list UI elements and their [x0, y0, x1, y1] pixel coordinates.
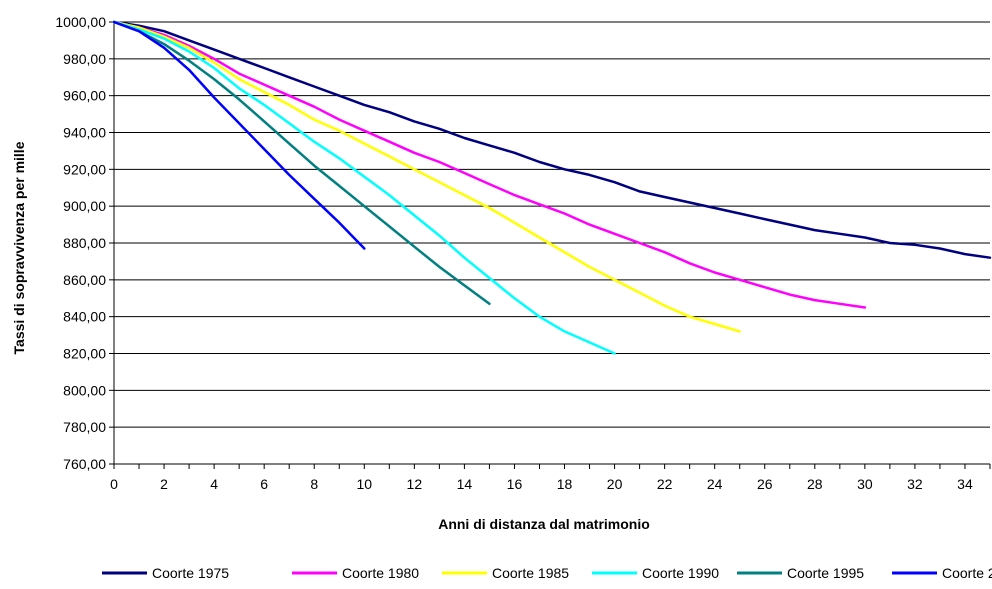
series-line-coorte-1975 [112, 20, 992, 259]
y-tick-label: 860,00 [63, 272, 106, 288]
legend-item: Coorte 1985 [442, 565, 569, 581]
x-tick-label: 24 [707, 476, 723, 492]
series-line-coorte-1990 [112, 20, 616, 355]
x-tick-label: 2 [160, 476, 168, 492]
legend-item: Coorte 2000 [892, 565, 992, 581]
x-tick-label: 26 [757, 476, 773, 492]
y-tick-label: 920,00 [63, 161, 106, 177]
legend-item: Coorte 1990 [592, 565, 719, 581]
x-axis-title: Anni di distanza dal matrimonio [438, 516, 650, 532]
y-tick-label: 900,00 [63, 198, 106, 214]
legend-label: Coorte 1975 [152, 565, 229, 581]
legend-label: Coorte 1995 [787, 565, 864, 581]
y-tick-label: 840,00 [63, 309, 106, 325]
x-tick-label: 28 [807, 476, 823, 492]
legend-item: Coorte 1980 [292, 565, 419, 581]
legend-label: Coorte 1980 [342, 565, 419, 581]
legend-label: Coorte 2000 [942, 565, 992, 581]
x-tick-label: 6 [260, 476, 268, 492]
legend-item: Coorte 1975 [102, 565, 229, 581]
x-tick-label: 20 [607, 476, 623, 492]
x-tick-label: 22 [657, 476, 673, 492]
legend-label: Coorte 1990 [642, 565, 719, 581]
y-tick-label: 980,00 [63, 51, 106, 67]
x-tick-label: 12 [407, 476, 423, 492]
x-tick-label: 10 [356, 476, 372, 492]
y-tick-label: 800,00 [63, 382, 106, 398]
legend-item: Coorte 1995 [737, 565, 864, 581]
x-tick-label: 16 [507, 476, 523, 492]
y-tick-label: 1000,00 [55, 14, 106, 30]
series-line-coorte-1995 [112, 20, 491, 306]
y-tick-label: 780,00 [63, 419, 106, 435]
y-tick-label: 820,00 [63, 346, 106, 362]
x-tick-label: 30 [857, 476, 873, 492]
series-line-coorte-2000 [112, 20, 366, 250]
y-tick-label: 880,00 [63, 235, 106, 251]
x-tick-label: 8 [310, 476, 318, 492]
x-tick-label: 14 [457, 476, 473, 492]
series-line-coorte-1980 [112, 20, 867, 309]
y-tick-label: 940,00 [63, 125, 106, 141]
x-tick-label: 4 [210, 476, 218, 492]
legend-label: Coorte 1985 [492, 565, 569, 581]
y-tick-label: 760,00 [63, 456, 106, 472]
x-tick-label: 0 [110, 476, 118, 492]
x-tick-label: 32 [907, 476, 923, 492]
y-axis-title: Tassi di sopravvivenza per mille [11, 141, 27, 354]
series-line-coorte-1985 [112, 20, 741, 333]
y-tick-label: 960,00 [63, 88, 106, 104]
x-tick-label: 18 [557, 476, 573, 492]
x-tick-label: 34 [957, 476, 973, 492]
